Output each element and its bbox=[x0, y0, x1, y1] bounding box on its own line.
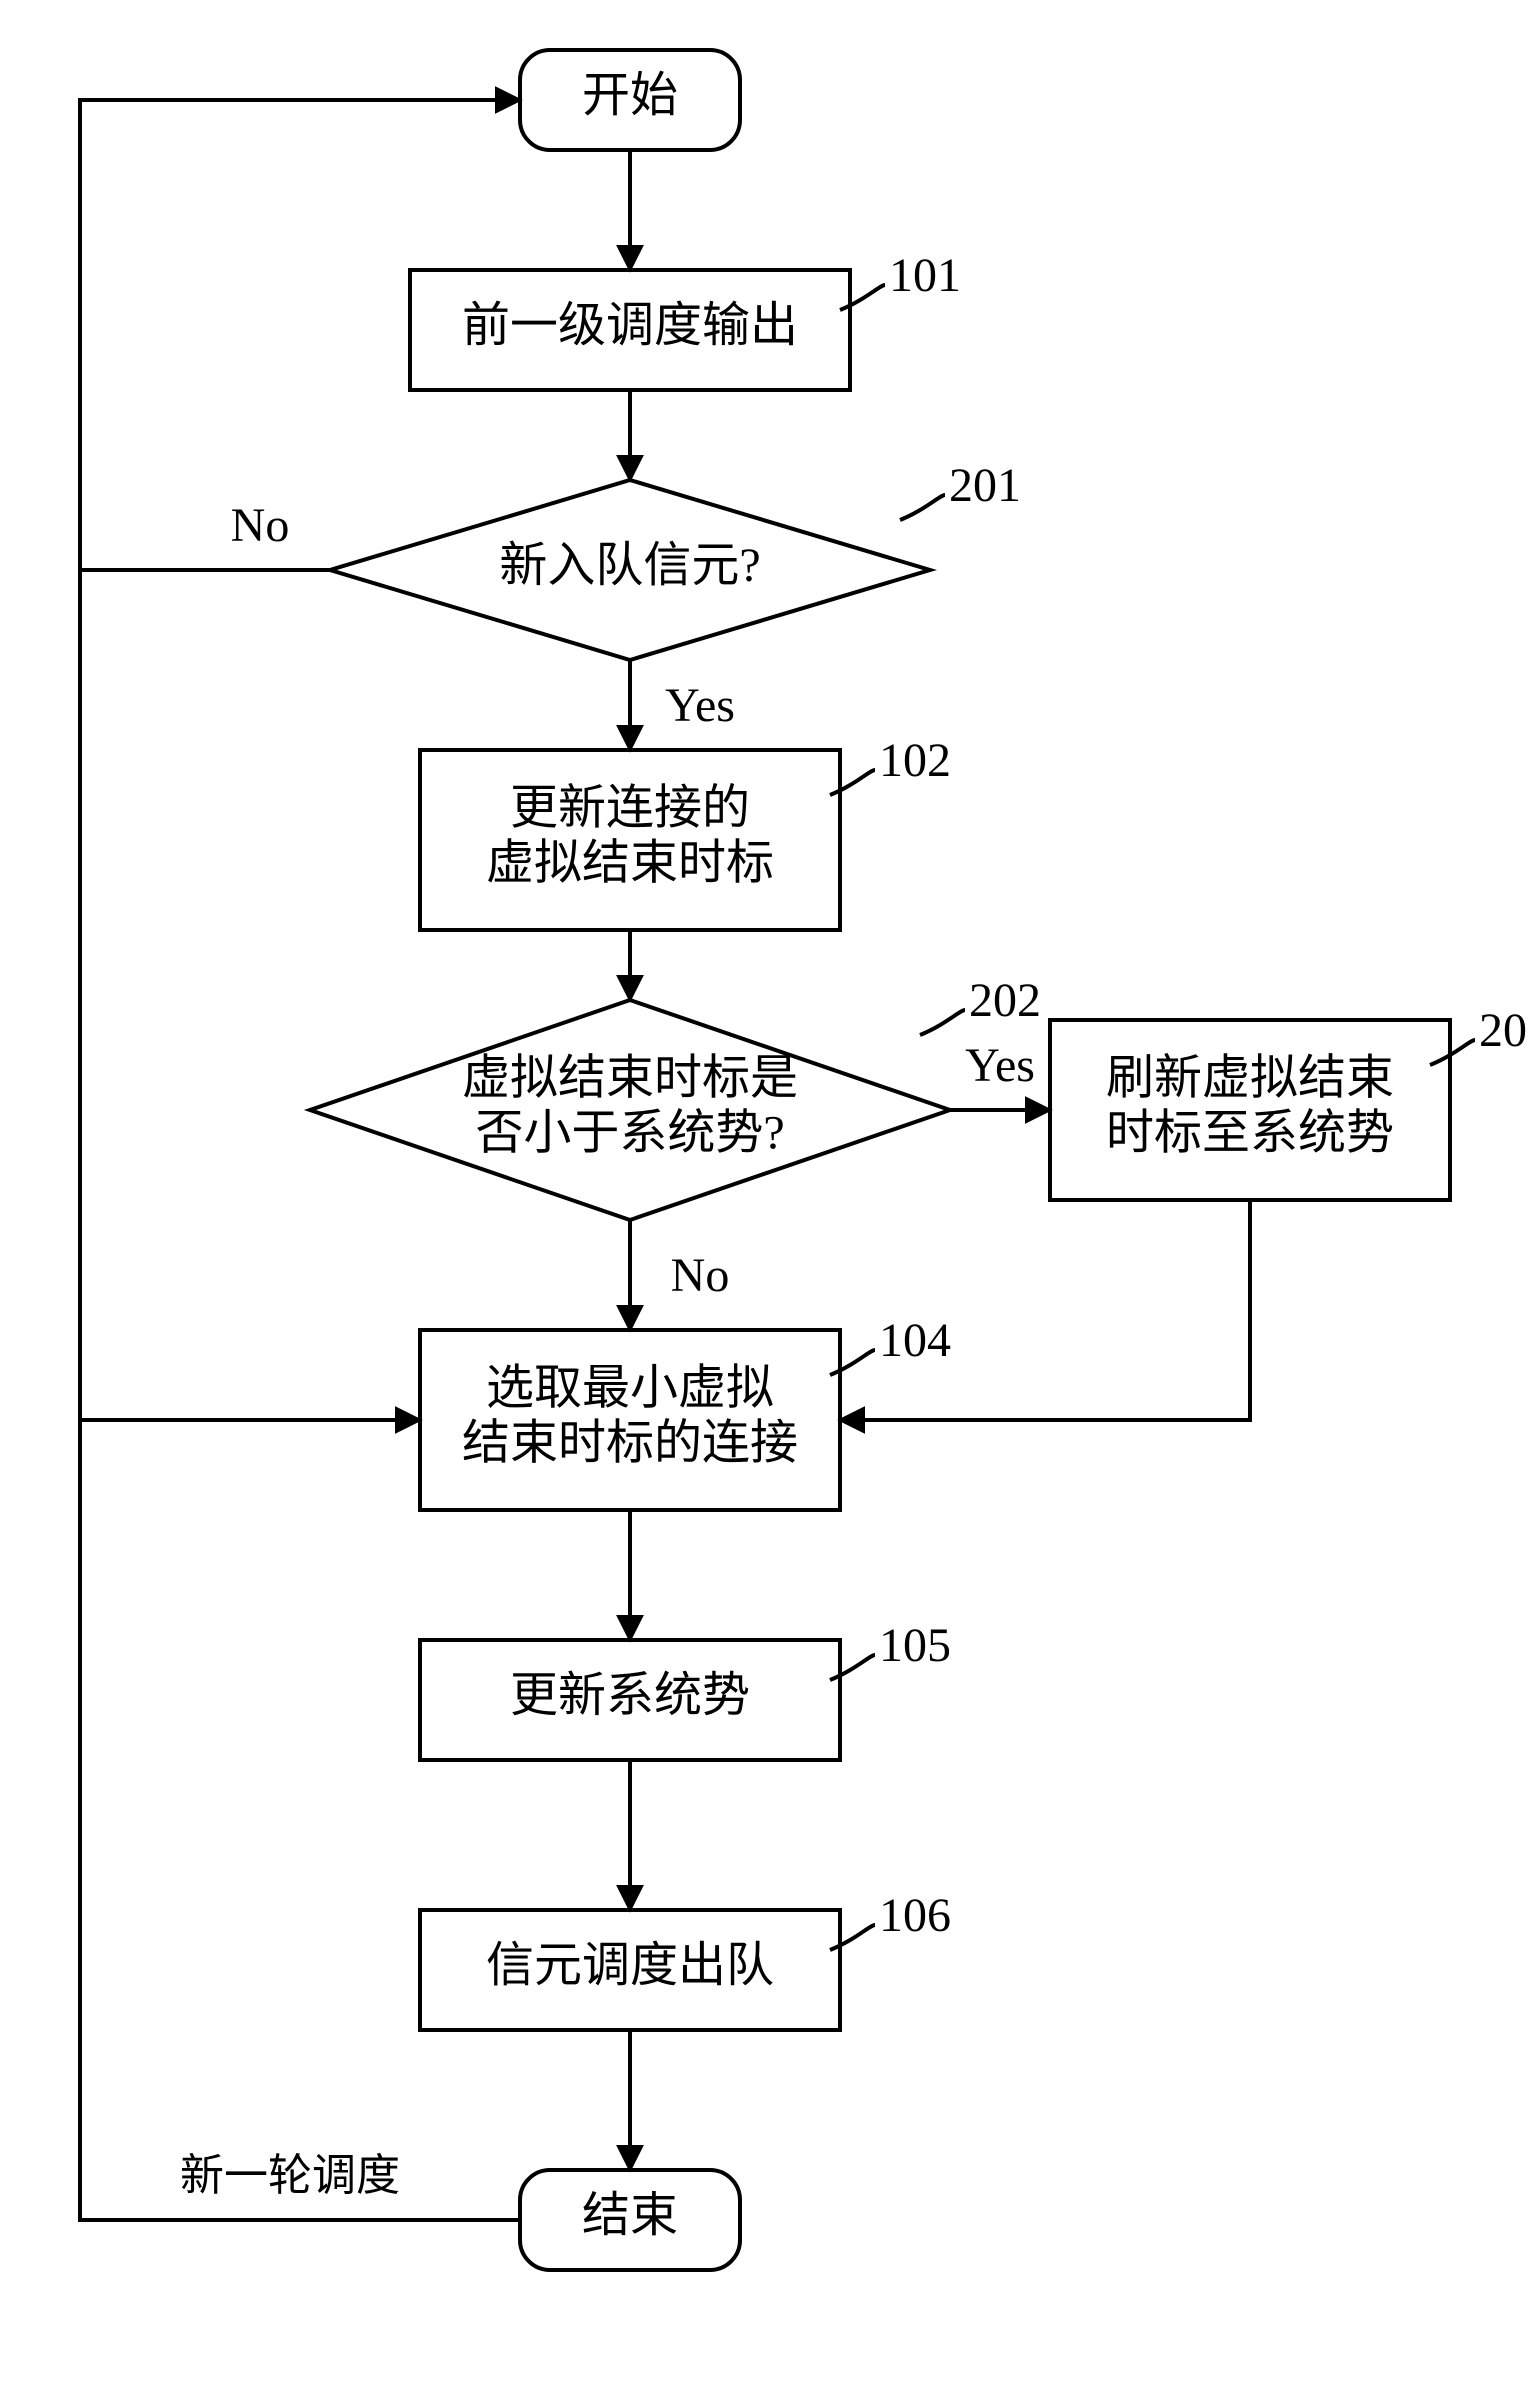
node-n102: 更新连接的虚拟结束时标 bbox=[420, 750, 840, 930]
node-label: 刷新虚拟结束 bbox=[1106, 1051, 1394, 1104]
node-tag-106: 106 bbox=[879, 1889, 951, 1942]
node-tag-203: 203 bbox=[1479, 1004, 1529, 1057]
node-tag-201: 201 bbox=[949, 459, 1021, 512]
node-tag-104: 104 bbox=[879, 1314, 951, 1367]
edge-label: No bbox=[231, 499, 290, 552]
edge-label: Yes bbox=[665, 679, 735, 732]
node-label: 信元调度出队 bbox=[486, 1939, 774, 1992]
edge-label: Yes bbox=[965, 1039, 1035, 1092]
node-tag-105: 105 bbox=[879, 1619, 951, 1672]
node-n104: 选取最小虚拟结束时标的连接 bbox=[420, 1330, 840, 1510]
node-label: 结束 bbox=[582, 2189, 678, 2242]
node-label: 虚拟结束时标是 bbox=[462, 1051, 798, 1104]
flowchart-canvas: 开始前一级调度输出 101 新入队信元? 201 更新连接的虚拟结束时标 102 虚拟结束时… bbox=[0, 0, 1529, 2384]
edge-10 bbox=[80, 570, 420, 1420]
node-label: 时标至系统势 bbox=[1106, 1107, 1394, 1160]
node-d201: 新入队信元? bbox=[330, 480, 930, 660]
node-label: 选取最小虚拟 bbox=[486, 1361, 774, 1414]
node-tag-102: 102 bbox=[879, 734, 951, 787]
node-label: 更新连接的 bbox=[510, 781, 750, 834]
node-label: 开始 bbox=[582, 69, 678, 122]
node-tag-101: 101 bbox=[889, 249, 961, 302]
node-n105: 更新系统势 bbox=[420, 1640, 840, 1760]
node-tag-202: 202 bbox=[969, 974, 1041, 1027]
node-label: 结束时标的连接 bbox=[462, 1417, 798, 1470]
edge-label: No bbox=[671, 1249, 730, 1302]
node-n101: 前一级调度输出 bbox=[410, 270, 850, 390]
node-label: 新入队信元? bbox=[499, 539, 760, 592]
node-label: 更新系统势 bbox=[510, 1669, 750, 1722]
node-n106: 信元调度出队 bbox=[420, 1910, 840, 2030]
edge-label: 新一轮调度 bbox=[180, 2151, 400, 2200]
node-label: 虚拟结束时标 bbox=[486, 837, 774, 890]
node-d202: 虚拟结束时标是否小于系统势? bbox=[310, 1000, 950, 1220]
node-label: 否小于系统势? bbox=[475, 1107, 784, 1160]
node-n203: 刷新虚拟结束时标至系统势 bbox=[1050, 1020, 1450, 1200]
edge-9 bbox=[840, 1200, 1250, 1420]
node-label: 前一级调度输出 bbox=[462, 299, 798, 352]
node-end: 结束 bbox=[520, 2170, 740, 2270]
node-start: 开始 bbox=[520, 50, 740, 150]
